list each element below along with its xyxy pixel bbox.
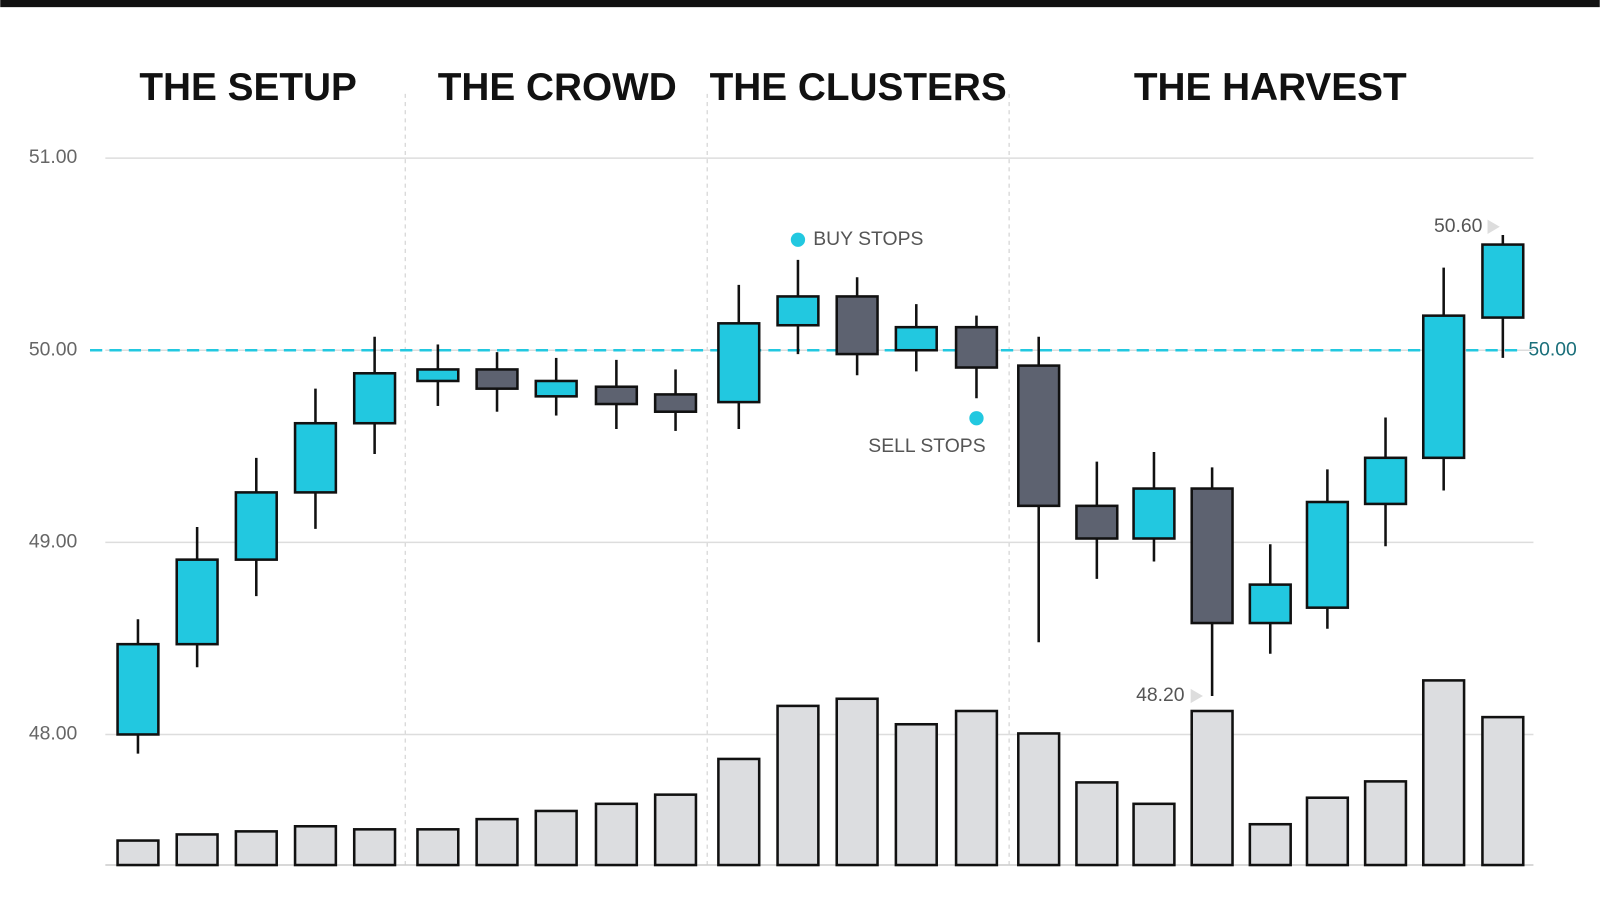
- top-bar: [0, 0, 1600, 8]
- candle-body: [116, 642, 160, 736]
- volume-bar: [116, 839, 160, 867]
- volume-bar: [1421, 679, 1466, 867]
- volume-bar: [717, 757, 761, 867]
- candle-body: [1017, 364, 1061, 508]
- candle-body: [717, 322, 761, 404]
- low-marker: [1190, 688, 1203, 704]
- volume-bar: [475, 817, 519, 867]
- candle-body: [1481, 243, 1525, 319]
- candle-body: [475, 368, 519, 390]
- level-label: 50.00: [1528, 338, 1577, 360]
- candle-body: [234, 491, 278, 561]
- volume-bar: [1363, 780, 1408, 867]
- candle-body: [1305, 500, 1350, 609]
- volume-bar: [835, 697, 879, 867]
- candle-body: [534, 379, 578, 398]
- section-title: THE HARVEST: [1134, 66, 1407, 109]
- volume-bar: [776, 704, 820, 867]
- volume-bar: [175, 833, 219, 867]
- candle-body: [1248, 583, 1292, 625]
- volume-bar: [1248, 822, 1292, 867]
- low-annotation: 48.20: [1136, 684, 1185, 706]
- candle-body: [1075, 504, 1119, 540]
- candle-body: [1363, 456, 1408, 506]
- candle-body: [293, 421, 338, 494]
- volume-bar: [653, 793, 698, 867]
- y-tick-label: 51.00: [29, 146, 78, 168]
- volume-bar: [234, 830, 278, 867]
- candle-body: [1421, 314, 1466, 460]
- volume-bar: [1075, 781, 1119, 867]
- volume-bar: [534, 809, 578, 867]
- volume-bar: [352, 828, 397, 867]
- y-tick-label: 49.00: [29, 530, 78, 552]
- candle-body: [894, 325, 938, 352]
- candle-body: [594, 385, 639, 406]
- high-annotation: 50.60: [1434, 215, 1483, 237]
- section-title: THE SETUP: [139, 66, 356, 109]
- candle-body: [653, 393, 698, 413]
- candle-body: [954, 325, 999, 369]
- sell-stops-dot: [969, 411, 984, 426]
- section-title: THE CROWD: [438, 66, 677, 109]
- candle-body: [1190, 487, 1234, 625]
- section-title: THE CLUSTERS: [710, 66, 1007, 109]
- y-tick-label: 50.00: [29, 338, 78, 360]
- candle-body: [776, 295, 820, 327]
- candle-body: [835, 295, 879, 356]
- volume-bar: [1305, 796, 1350, 867]
- volume-bar: [894, 722, 938, 867]
- buy-stops-label: BUY STOPS: [813, 228, 923, 250]
- volume-bar: [1481, 715, 1525, 867]
- candle-body: [1132, 487, 1176, 540]
- volume-bar: [1132, 802, 1176, 867]
- volume-bar: [594, 802, 639, 867]
- volume-bar: [1017, 732, 1061, 867]
- candle-body: [175, 558, 219, 646]
- candle-body: [352, 372, 397, 425]
- volume-bar: [416, 828, 460, 867]
- volume-bar: [954, 709, 999, 867]
- y-tick-label: 48.00: [29, 723, 78, 745]
- volume-bar: [1190, 709, 1234, 867]
- buy-stops-dot: [790, 232, 806, 247]
- sell-stops-label: SELL STOPS: [868, 435, 985, 457]
- candle-body: [416, 368, 460, 383]
- volume-bar: [293, 824, 338, 867]
- high-marker: [1487, 219, 1500, 234]
